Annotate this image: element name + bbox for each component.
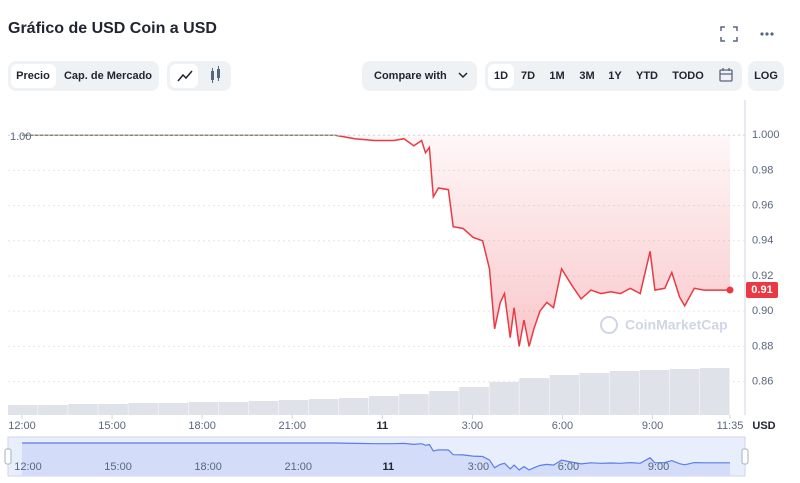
- volume-bar: [609, 371, 640, 415]
- volume-bar: [459, 387, 489, 415]
- y-tick-label: 0.94: [752, 235, 773, 247]
- navigator-tick-label: 9:00: [648, 461, 669, 473]
- navigator-tick-label: 15:00: [104, 461, 132, 473]
- navigator-tick-label: 21:00: [284, 461, 312, 473]
- x-tick-label: 15:00: [98, 420, 126, 432]
- volume-bar: [699, 368, 730, 415]
- navigator-tick-label: 6:00: [558, 461, 579, 473]
- volume-bar: [308, 399, 339, 415]
- y-tick-label: 0.90: [752, 305, 773, 317]
- y-tick-label: 0.86: [752, 375, 773, 387]
- volume-bar: [519, 378, 549, 415]
- range-active[interactable]: [488, 64, 514, 88]
- price-line-down: [22, 135, 730, 347]
- tab-active[interactable]: [11, 64, 56, 88]
- more-icon[interactable]: [760, 32, 774, 36]
- x-tick-label: 6:00: [552, 420, 573, 432]
- y-tick-label: 0.92: [752, 270, 773, 282]
- x-tick-label: 21:00: [278, 420, 306, 432]
- area: [22, 135, 730, 347]
- fullscreen-icon[interactable]: [720, 26, 738, 42]
- volume-bar: [639, 370, 670, 415]
- watermark: CoinMarketCap: [625, 317, 728, 333]
- volume-bar: [429, 391, 459, 415]
- volume-bar: [579, 373, 610, 415]
- y-tick-label: 1.000: [752, 129, 780, 141]
- volume-bar: [158, 403, 188, 415]
- range-group: [485, 61, 742, 91]
- navigator-tick-label: 18:00: [194, 461, 222, 473]
- axis-unit: USD: [752, 420, 775, 432]
- tab[interactable]: Precio: [16, 70, 50, 82]
- x-tick-label: 9:00: [642, 420, 663, 432]
- log-label: LOG: [754, 70, 778, 82]
- volume-bar: [68, 404, 98, 415]
- volume-bar: [278, 400, 309, 415]
- volume-bar: [399, 394, 429, 415]
- volume-bar: [669, 369, 700, 415]
- log-button[interactable]: [748, 61, 784, 91]
- navigator-tick-label: 12:00: [14, 461, 42, 473]
- volume-bar: [8, 405, 38, 415]
- volume-bar: [338, 398, 369, 415]
- range-button[interactable]: YTD: [636, 70, 658, 82]
- compare-dropdown[interactable]: [362, 61, 477, 91]
- navigator-handle[interactable]: [741, 448, 749, 465]
- volume-bar: [38, 405, 68, 415]
- last-point: [726, 286, 734, 294]
- y-tick-label: 0.98: [752, 164, 773, 176]
- x-tick-label: 11:35: [717, 420, 744, 432]
- range-button[interactable]: 1M: [549, 70, 564, 82]
- line-icon: [177, 70, 193, 82]
- calendar-icon[interactable]: [719, 68, 733, 82]
- watermark-logo: [600, 316, 618, 334]
- range-button[interactable]: 3M: [579, 70, 594, 82]
- x-tick-label: 18:00: [188, 420, 216, 432]
- x-tick-label: 11: [376, 420, 388, 432]
- price-tag: [746, 282, 778, 299]
- candle-icon[interactable]: [211, 66, 220, 83]
- navigator-area: [22, 443, 730, 476]
- tab[interactable]: Cap. de Mercado: [64, 70, 152, 82]
- volume-bar: [98, 404, 128, 415]
- navigator-handle[interactable]: [4, 448, 12, 465]
- compare-label: Compare with: [374, 70, 447, 82]
- x-tick-label: 3:00: [462, 420, 483, 432]
- navigator-tick-label: 3:00: [468, 461, 489, 473]
- baseline-label: 1.00: [10, 131, 31, 143]
- price-tag-label: 0.91: [751, 284, 772, 296]
- volume-bar: [369, 396, 399, 415]
- x-tick-label: 12:00: [8, 420, 36, 432]
- range-button[interactable]: 1D: [494, 70, 508, 82]
- volume-bar: [188, 402, 219, 415]
- range-button[interactable]: 7D: [521, 70, 535, 82]
- volume-bar: [489, 382, 519, 415]
- navigator-tick-label: 11: [382, 461, 394, 473]
- y-tick-label: 0.96: [752, 199, 773, 211]
- navigator-line: [22, 442, 730, 471]
- volume-bar: [128, 403, 158, 415]
- chevron: [458, 72, 468, 79]
- range-button[interactable]: TODO: [672, 70, 704, 82]
- range-button[interactable]: 1Y: [608, 70, 622, 82]
- y-tick-label: 0.88: [752, 340, 773, 352]
- chart-title: Gráfico de USD Coin a USD: [8, 20, 217, 37]
- volume-bar: [248, 401, 279, 415]
- volume-bar: [218, 402, 249, 415]
- volume-bar: [549, 375, 580, 415]
